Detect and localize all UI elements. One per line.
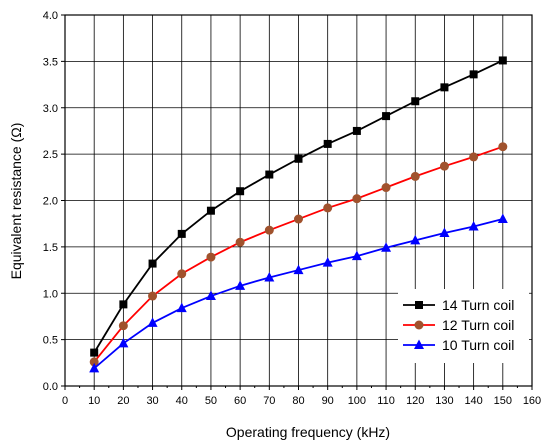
x-tick-label: 80 bbox=[292, 395, 304, 407]
data-point bbox=[381, 242, 392, 252]
legend-item: 12 Turn coil bbox=[403, 317, 514, 333]
x-tick-label: 150 bbox=[494, 395, 512, 407]
legend: 14 Turn coil 12 Turn coil 10 Turn coil bbox=[398, 289, 529, 363]
legend-marker bbox=[415, 301, 423, 309]
x-tick-label: 130 bbox=[435, 395, 453, 407]
y-tick-label: 0.5 bbox=[43, 335, 58, 347]
data-point bbox=[351, 250, 362, 261]
data-point bbox=[382, 112, 391, 121]
legend-label: 14 Turn coil bbox=[442, 297, 514, 313]
data-point bbox=[206, 252, 216, 262]
x-tick-label: 120 bbox=[406, 395, 424, 407]
data-point bbox=[352, 194, 362, 204]
x-tick-label: 20 bbox=[117, 395, 129, 407]
y-tick-label: 2.0 bbox=[43, 196, 58, 208]
series-2 bbox=[89, 142, 508, 367]
y-tick-label: 2.5 bbox=[43, 149, 58, 161]
legend-item: 10 Turn coil bbox=[403, 337, 514, 353]
y-tick-label: 3.0 bbox=[43, 103, 58, 115]
data-point bbox=[148, 291, 158, 301]
series-layer bbox=[89, 56, 508, 373]
data-point bbox=[498, 56, 507, 65]
x-tick-label: 160 bbox=[523, 395, 541, 407]
x-tick-label: 110 bbox=[377, 395, 395, 407]
data-point bbox=[235, 237, 245, 247]
data-point bbox=[439, 161, 449, 171]
data-point bbox=[323, 139, 332, 148]
data-point bbox=[235, 280, 246, 290]
data-point bbox=[148, 259, 157, 268]
x-tick-label: 100 bbox=[348, 395, 366, 407]
x-tick-label: 60 bbox=[234, 395, 246, 407]
data-point bbox=[177, 269, 187, 279]
data-point bbox=[294, 214, 303, 224]
data-point bbox=[265, 170, 274, 179]
y-tick-label: 0.0 bbox=[43, 381, 58, 393]
x-tick-label: 0 bbox=[62, 395, 68, 407]
y-axis-title: Equivalent resistance (Ω) bbox=[8, 123, 24, 280]
y-tick-label: 1.0 bbox=[43, 288, 58, 300]
x-tick-label: 30 bbox=[146, 395, 158, 407]
data-point bbox=[147, 317, 158, 327]
data-point bbox=[264, 225, 274, 235]
y-tick-label: 3.5 bbox=[43, 56, 58, 68]
data-point bbox=[206, 206, 215, 215]
data-point bbox=[381, 183, 391, 193]
axes-layer: 0 10 20 30 40 50 60 70 80 90 100 110 120 130 140 150 160… bbox=[43, 10, 541, 407]
y-tick-label: 1.5 bbox=[43, 242, 58, 254]
x-tick-label: 10 bbox=[88, 395, 100, 407]
data-point bbox=[205, 290, 216, 301]
x-axis-title: Operating frequency (kHz) bbox=[226, 424, 390, 440]
data-point bbox=[497, 213, 508, 224]
data-point bbox=[322, 257, 333, 267]
data-point bbox=[118, 337, 129, 348]
data-point bbox=[118, 321, 128, 331]
data-point bbox=[293, 264, 304, 275]
legend-label: 10 Turn coil bbox=[442, 337, 514, 353]
legend-marker bbox=[414, 339, 424, 349]
x-tick-label: 140 bbox=[464, 395, 482, 407]
data-point bbox=[410, 234, 421, 245]
data-point bbox=[264, 271, 275, 282]
plot-frame bbox=[64, 14, 533, 387]
data-point bbox=[411, 97, 420, 106]
data-point bbox=[468, 220, 479, 231]
data-point bbox=[89, 362, 100, 373]
data-point bbox=[176, 302, 187, 313]
data-point bbox=[498, 142, 508, 152]
data-point bbox=[410, 171, 420, 181]
data-point bbox=[469, 152, 479, 162]
x-tick-label: 50 bbox=[205, 395, 217, 407]
y-tick-label: 4.0 bbox=[43, 10, 58, 22]
series-1 bbox=[90, 56, 507, 357]
data-point bbox=[177, 229, 186, 238]
data-point bbox=[89, 357, 99, 367]
x-tick-label: 70 bbox=[263, 395, 275, 407]
legend-label: 12 Turn coil bbox=[442, 317, 514, 333]
data-point bbox=[469, 70, 478, 79]
data-point bbox=[440, 83, 449, 92]
data-point bbox=[439, 227, 450, 237]
data-point bbox=[90, 348, 99, 357]
series-3 bbox=[89, 213, 508, 373]
data-point bbox=[323, 203, 333, 213]
data-point bbox=[294, 154, 303, 163]
legend-item: 14 Turn coil bbox=[403, 297, 514, 313]
data-point bbox=[352, 126, 361, 135]
data-point bbox=[236, 187, 245, 196]
legend-marker bbox=[414, 320, 424, 330]
data-point bbox=[119, 300, 128, 309]
x-tick-label: 90 bbox=[322, 395, 334, 407]
x-tick-label: 40 bbox=[176, 395, 188, 407]
